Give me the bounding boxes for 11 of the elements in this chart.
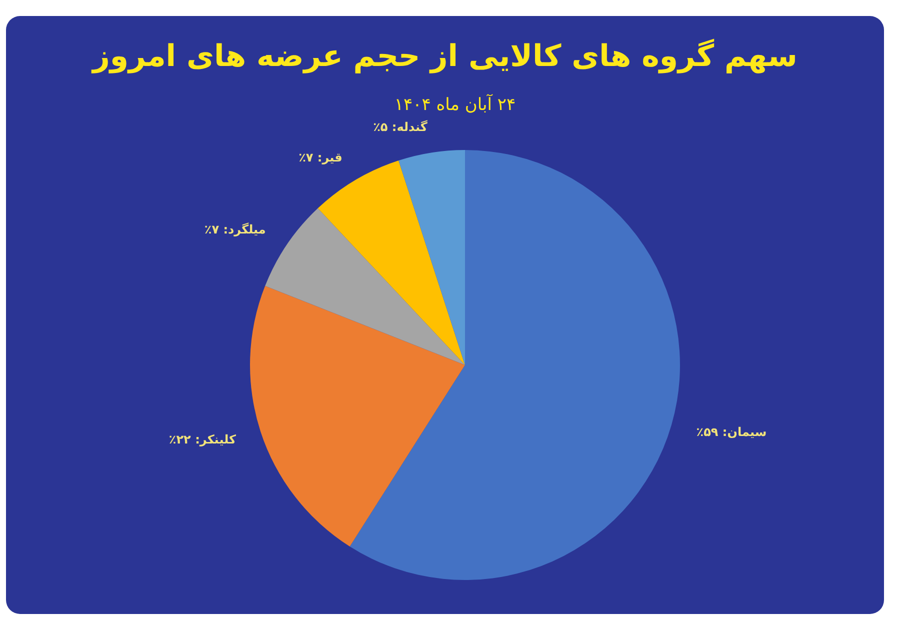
slice-label: گندله: ۵٪ xyxy=(373,120,428,134)
slice-label: سیمان: ۵۹٪ xyxy=(696,425,767,440)
chart-subtitle: ۲۴ آبان ماه ۱۴۰۴ xyxy=(394,94,516,115)
slice-label: کلینکر: ۲۲٪ xyxy=(168,432,236,446)
chart-title: سهم گروه های کالایی از حجم عرضه های امروز xyxy=(90,38,798,74)
pie-slice xyxy=(398,150,465,365)
pie-slice xyxy=(265,208,465,365)
slice-label: میلگرد: ۷٪ xyxy=(204,222,266,237)
pie-slice xyxy=(350,150,680,580)
slice-label: قیر: ۷٪ xyxy=(298,150,342,165)
pie-slice xyxy=(250,286,465,547)
